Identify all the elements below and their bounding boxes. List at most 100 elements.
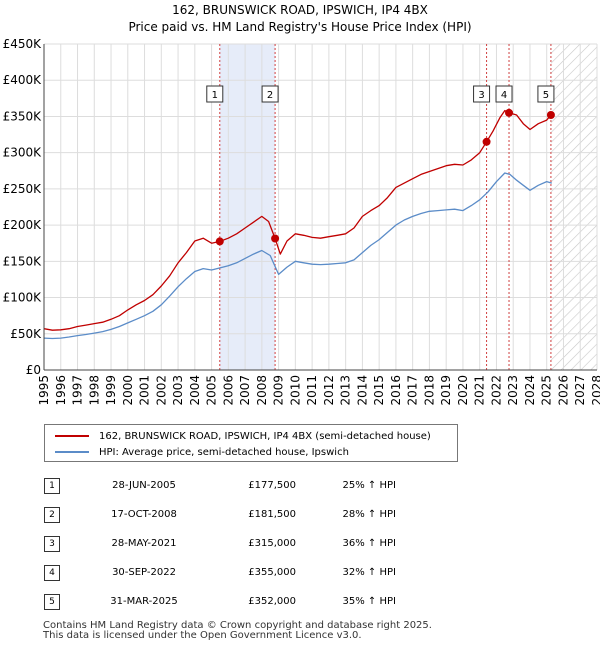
y-tick-label: £250K: [3, 182, 43, 196]
sale-label-text: 4: [501, 90, 507, 101]
y-tick-label: £350K: [3, 109, 43, 123]
x-tick-label: 2025: [540, 375, 554, 406]
x-tick-label: 2009: [272, 375, 286, 406]
sale-price: £355,000: [248, 567, 296, 578]
x-tick-label: 2002: [154, 375, 168, 406]
y-tick-label: £300K: [3, 146, 43, 160]
sale-label-5: 5: [537, 85, 555, 103]
footer-copyright: Contains HM Land Registry data © Crown c…: [43, 620, 432, 631]
legend-item-hpi: HPI: Average price, semi-detached house,…: [55, 445, 349, 459]
sale-number-badge: 3: [44, 535, 60, 552]
sale-point: [505, 108, 514, 117]
sale-price: £352,000: [248, 596, 296, 607]
sale-point: [482, 137, 491, 146]
sale-hpi-change: 25% ↑ HPI: [342, 480, 396, 491]
x-tick-label: 1996: [54, 375, 68, 406]
x-tick-label: 1997: [71, 375, 85, 406]
y-tick-label: £200K: [3, 218, 43, 232]
sale-hpi-change: 35% ↑ HPI: [342, 596, 396, 607]
sale-label-1: 1: [206, 85, 224, 103]
footer-licence: This data is licensed under the Open Gov…: [43, 630, 362, 641]
y-tick-label: £400K: [3, 73, 43, 87]
sale-date: 30-SEP-2022: [112, 567, 176, 578]
x-tick-label: 2010: [288, 375, 302, 406]
plot-area: [44, 44, 597, 370]
table-row: 5 31-MAR-2025 £352,000 35% ↑ HPI: [42, 587, 396, 616]
sale-price: £315,000: [248, 538, 296, 549]
sale-date: 31-MAR-2025: [110, 596, 178, 607]
x-tick-label: 2012: [322, 375, 336, 406]
x-tick-label: 2028: [590, 375, 600, 406]
x-tick-label: 2021: [473, 375, 487, 406]
x-tick-label: 2011: [305, 375, 319, 406]
sale-number-badge: 4: [44, 564, 60, 581]
legend-item-property: 162, BRUNSWICK ROAD, IPSWICH, IP4 4BX (s…: [55, 429, 431, 443]
x-tick-label: 1995: [37, 375, 51, 406]
y-tick-label: £450K: [3, 37, 43, 51]
sale-point: [546, 110, 555, 119]
chart-subtitle: Price paid vs. HM Land Registry's House …: [128, 20, 472, 34]
sale-number-badge: 1: [44, 477, 60, 494]
sale-hpi-change: 36% ↑ HPI: [342, 538, 396, 549]
sale-number-badge: 2: [44, 506, 60, 523]
table-row: 3 28-MAY-2021 £315,000 36% ↑ HPI: [42, 529, 396, 558]
table-row: 2 17-OCT-2008 £181,500 28% ↑ HPI: [42, 500, 396, 529]
x-tick-label: 2001: [138, 375, 152, 406]
sale-label-box: [537, 85, 555, 103]
x-tick-label: 2019: [439, 375, 453, 406]
sale-label-4: 4: [495, 85, 513, 103]
sale-date: 28-JUN-2005: [112, 480, 176, 491]
sale-hpi-change: 28% ↑ HPI: [342, 509, 396, 520]
sale-date: 28-MAY-2021: [111, 538, 177, 549]
footer: Contains HM Land Registry data © Crown c…: [43, 621, 432, 641]
sale-price: £181,500: [248, 509, 296, 520]
sale-label-text: 1: [212, 90, 218, 101]
x-tick-label: 2004: [188, 375, 202, 406]
table-row: 1 28-JUN-2005 £177,500 25% ↑ HPI: [42, 471, 396, 500]
legend-swatch-hpi: [55, 451, 89, 453]
sale-date: 17-OCT-2008: [111, 509, 177, 520]
x-tick-label: 2022: [489, 375, 503, 406]
sale-label-text: 2: [267, 90, 273, 101]
property-price-line: [43, 109, 552, 331]
sale-label-3: 3: [473, 85, 491, 103]
sale-label-box: [206, 85, 224, 103]
sale-hpi-change: 32% ↑ HPI: [342, 567, 396, 578]
sale-number-badge: 5: [44, 593, 60, 610]
price-chart: 1 2 3 4 5 £0 £50K £100K £150K £200K £250K £300K £350…: [3, 37, 600, 406]
x-tick-label: 2003: [171, 375, 185, 406]
sale-label-box: [261, 85, 279, 103]
x-tick-label: 2014: [355, 375, 369, 406]
legend-label-hpi: HPI: Average price, semi-detached house,…: [99, 446, 349, 458]
hpi-line: [43, 172, 552, 340]
x-tick-label: 2000: [121, 375, 135, 406]
sale-label-box: [495, 85, 513, 103]
x-tick-label: 2015: [372, 375, 386, 406]
sale-label-box: [473, 85, 491, 103]
sale-label-2: 2: [261, 85, 279, 103]
sale-label-text: 3: [478, 90, 484, 101]
x-tick-label: 2008: [255, 375, 269, 406]
x-tick-label: 1999: [104, 375, 118, 406]
y-tick-label: £0: [26, 363, 41, 377]
forecast-region: [550, 44, 597, 370]
x-tick-label: 2007: [238, 375, 252, 406]
legend-label-property: 162, BRUNSWICK ROAD, IPSWICH, IP4 4BX (s…: [99, 430, 431, 442]
x-tick-label: 2024: [523, 375, 537, 406]
x-tick-label: 2006: [221, 375, 235, 406]
x-tick-label: 2017: [406, 375, 420, 406]
legend: 162, BRUNSWICK ROAD, IPSWICH, IP4 4BX (s…: [44, 424, 458, 462]
x-tick-label: 2020: [456, 375, 470, 406]
x-tick-label: 2016: [389, 375, 403, 406]
x-tick-label: 1998: [87, 375, 101, 406]
y-tick-label: £150K: [3, 254, 43, 268]
x-tick-label: 2023: [506, 375, 520, 406]
table-row: 4 30-SEP-2022 £355,000 32% ↑ HPI: [42, 558, 396, 587]
x-tick-label: 2013: [339, 375, 353, 406]
sale-price: £177,500: [248, 480, 296, 491]
y-tick-label: £100K: [3, 291, 43, 305]
legend-swatch-property: [55, 435, 89, 437]
y-tick-label: £50K: [10, 327, 42, 341]
sale-point: [271, 234, 280, 243]
transactions-table: 1 28-JUN-2005 £177,500 25% ↑ HPI 2 17-OC…: [42, 471, 396, 616]
